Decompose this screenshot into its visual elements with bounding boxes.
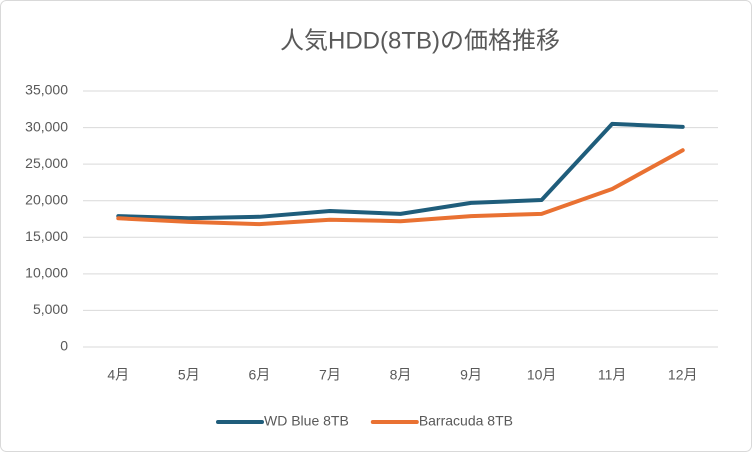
y-tick-label: 10,000 — [25, 265, 68, 281]
x-tick-label: 5月 — [178, 367, 200, 383]
legend-label: WD Blue 8TB — [264, 413, 349, 429]
chart-title: 人気HDD(8TB)の価格推移 — [280, 27, 560, 54]
y-tick-label: 20,000 — [25, 191, 68, 207]
x-tick-label: 9月 — [460, 367, 482, 383]
y-tick-label: 30,000 — [25, 118, 68, 134]
x-tick-label: 12月 — [668, 367, 698, 383]
y-tick-label: 5,000 — [33, 301, 68, 317]
x-tick-label: 7月 — [319, 367, 341, 383]
x-tick-label: 10月 — [527, 367, 557, 383]
y-tick-label: 0 — [60, 338, 68, 354]
y-tick-label: 15,000 — [25, 228, 68, 244]
x-tick-label: 11月 — [598, 367, 627, 383]
y-tick-label: 25,000 — [25, 155, 68, 171]
legend-label: Barracuda 8TB — [419, 413, 513, 429]
series-line — [116, 121, 685, 221]
x-tick-label: 6月 — [248, 367, 270, 383]
y-tick-label: 35,000 — [25, 82, 68, 98]
x-tick-label: 8月 — [390, 367, 412, 383]
x-tick-label: 4月 — [107, 367, 129, 383]
series-line — [116, 148, 685, 227]
